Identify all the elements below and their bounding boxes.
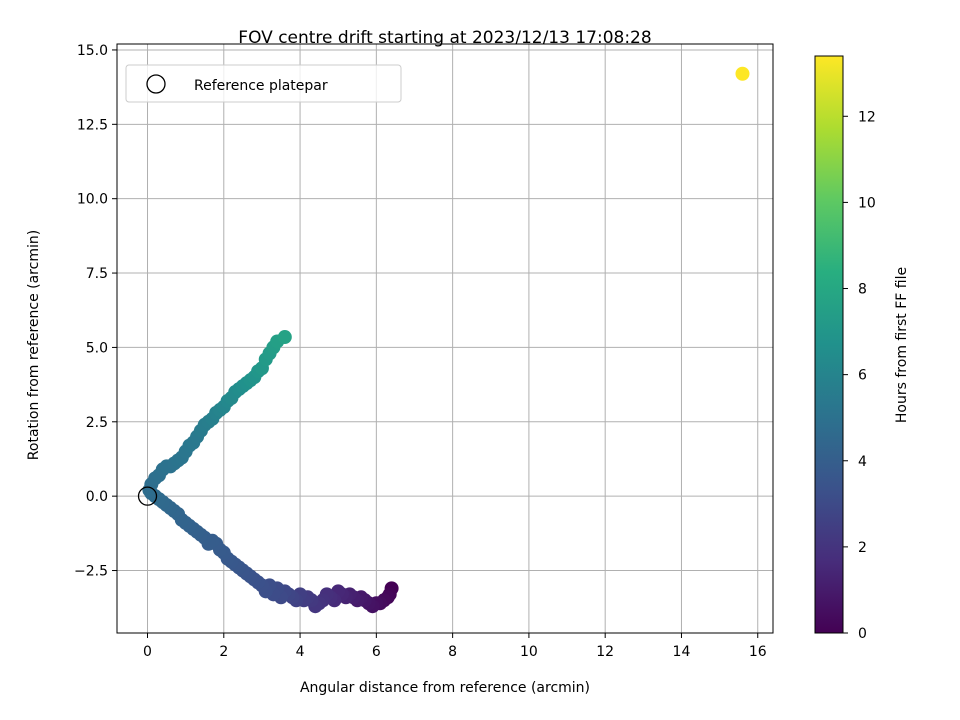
- chart-title: FOV centre drift starting at 2023/12/13 …: [238, 28, 651, 48]
- legend-box: [125, 64, 402, 103]
- x-tick-label: 14: [673, 644, 691, 660]
- y-tick-label: 12.5: [77, 117, 108, 133]
- y-tick-label: 7.5: [86, 266, 108, 282]
- y-tick-label: 2.5: [86, 415, 108, 431]
- x-axis-label: Angular distance from reference (arcmin): [300, 680, 590, 696]
- scatter-point: [735, 66, 750, 81]
- colorbar-tick-label: 8: [858, 282, 867, 298]
- colorbar-label: Hours from first FF file: [894, 267, 910, 423]
- y-tick-label: 15.0: [77, 43, 108, 59]
- legend-marker: [146, 74, 166, 94]
- colorbar: 0 2 4 6 8 10 12 Hours from first FF file: [814, 55, 910, 642]
- x-tick-label: 4: [296, 644, 305, 660]
- y-tick-label: 5.0: [86, 340, 108, 356]
- y-tick-label: 0.0: [86, 489, 108, 505]
- colorbar-tick-label: 10: [858, 195, 876, 211]
- colorbar-tick-label: 4: [858, 454, 867, 470]
- reference-marker: [137, 486, 158, 506]
- colorbar-tick-label: 2: [858, 540, 867, 556]
- y-tick-label: 10.0: [77, 192, 108, 208]
- reference-point: [137, 486, 158, 506]
- x-tick-label: 2: [219, 644, 228, 660]
- colorbar-tick-label: 6: [858, 368, 867, 384]
- y-axis-label: Rotation from reference (arcmin): [26, 230, 42, 460]
- colorbar-ticks: 0 2 4 6 8 10 12: [843, 109, 876, 642]
- x-axis: 0 2 4 6 8 10 12 14 16: [143, 633, 767, 660]
- x-tick-label: 8: [448, 644, 457, 660]
- x-tick-label: 6: [372, 644, 381, 660]
- y-axis: −2.5 0.0 2.5 5.0 7.5 10.0 12.5 15.0: [74, 43, 117, 580]
- scatter-point: [277, 330, 292, 345]
- colorbar-gradient: [814, 55, 844, 634]
- x-tick-label: 0: [143, 644, 152, 660]
- grid: [117, 44, 773, 633]
- x-tick-label: 12: [596, 644, 614, 660]
- x-tick-label: 16: [749, 644, 767, 660]
- x-tick-label: 10: [520, 644, 538, 660]
- legend: Reference platepar: [125, 64, 402, 103]
- plot-frame: [116, 43, 774, 634]
- colorbar-tick-label: 0: [858, 626, 867, 642]
- scatter-points: [142, 66, 750, 614]
- colorbar-tick-label: 12: [858, 109, 876, 125]
- legend-label: Reference platepar: [194, 78, 328, 94]
- y-tick-label: −2.5: [74, 564, 108, 580]
